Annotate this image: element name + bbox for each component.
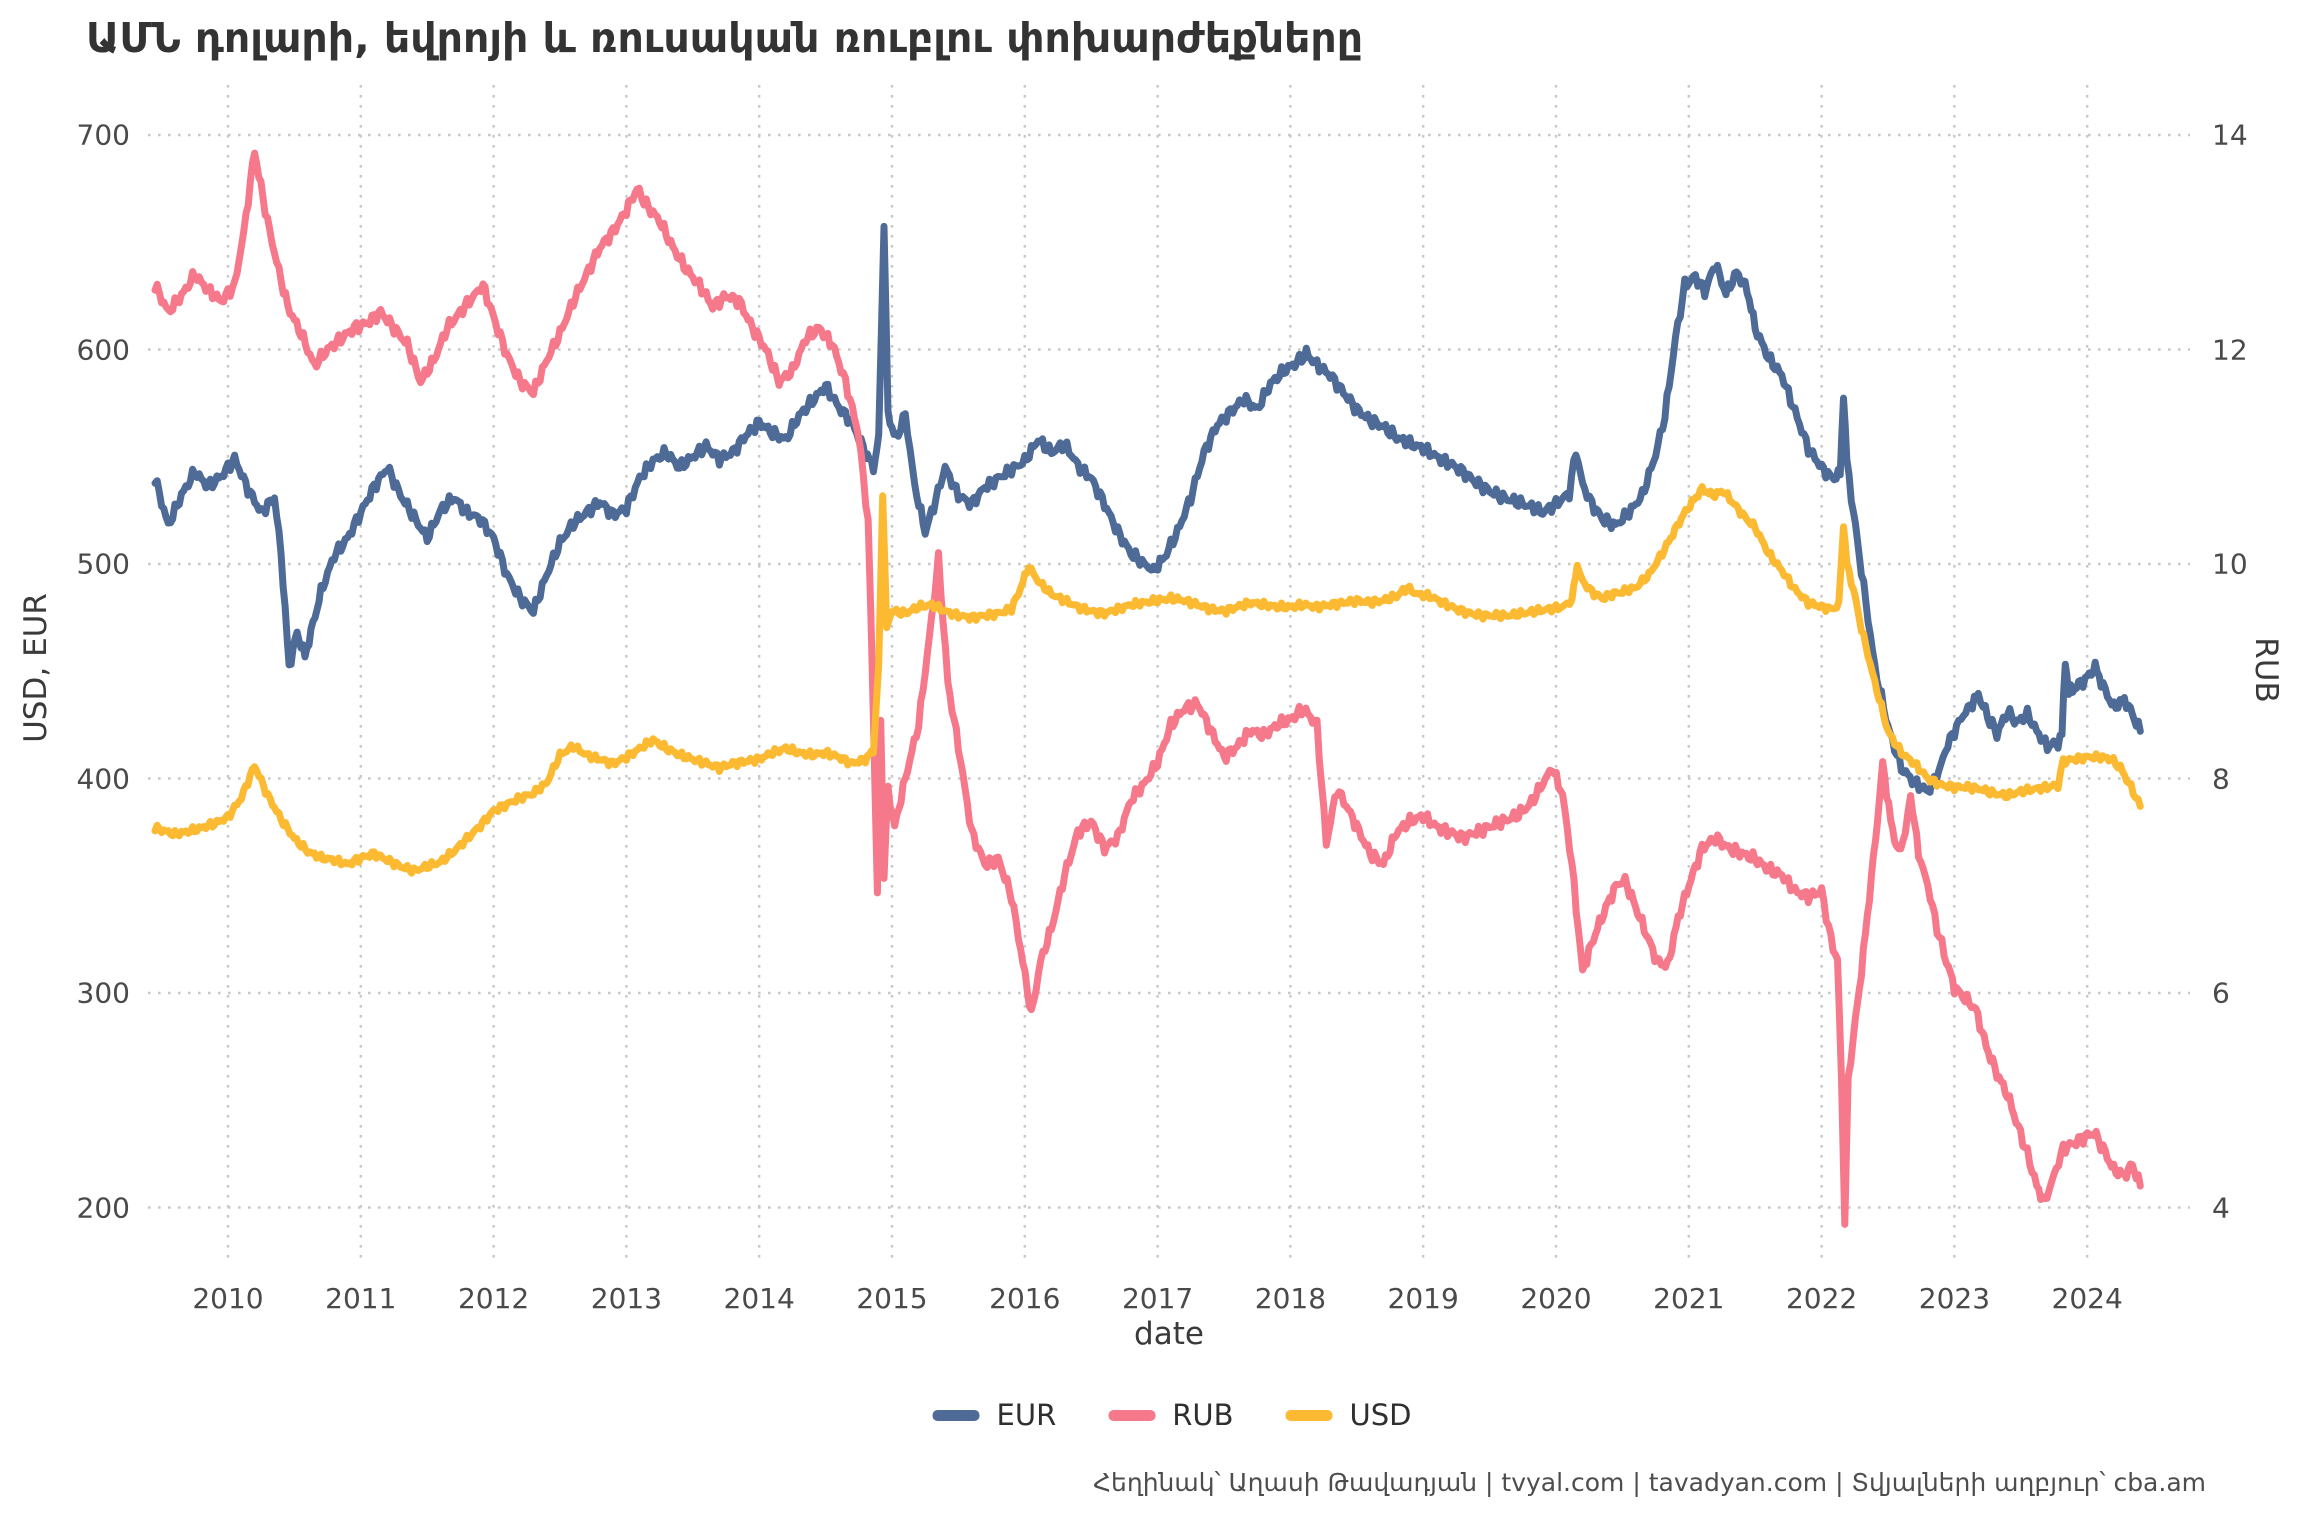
legend-item-eur: EUR <box>932 1398 1057 1432</box>
right-axis-title: RUB <box>2248 637 2284 703</box>
y-axis-tick-left: 200 <box>76 1191 130 1224</box>
footer-caption: Հեղինակ՝ Աղասի Թավադյան | tvyal.com | ta… <box>1093 1468 2206 1497</box>
x-axis-tick: 2023 <box>1918 1282 1991 1315</box>
legend: EUR RUB USD <box>932 1398 1412 1432</box>
y-axis-tick-left: 400 <box>76 762 130 795</box>
x-axis-title: date <box>1134 1316 1204 1352</box>
x-axis-tick: 2013 <box>590 1282 663 1315</box>
legend-item-usd: USD <box>1285 1398 1412 1432</box>
x-axis-tick: 2016 <box>989 1282 1061 1315</box>
x-axis-tick: 2019 <box>1387 1282 1459 1315</box>
x-axis-tick: 2011 <box>325 1282 397 1315</box>
y-axis-tick-left: 600 <box>76 333 130 366</box>
y-axis-tick-right: 6 <box>2212 976 2230 1010</box>
x-axis-tick: 2020 <box>1520 1282 1592 1315</box>
chart-title: ԱՄՆ դոլարի, եվրոյի և ռուսական ռուբլու փո… <box>86 14 1364 62</box>
x-axis-tick: 2014 <box>723 1282 795 1315</box>
x-axis-tick: 2012 <box>457 1282 530 1315</box>
legend-swatch-rub <box>1108 1409 1156 1421</box>
x-axis-tick: 2017 <box>1121 1282 1194 1315</box>
x-axis-tick: 2015 <box>856 1282 928 1315</box>
left-axis-title: USD, EUR <box>18 593 54 743</box>
legend-label: EUR <box>996 1398 1057 1432</box>
x-axis-tick: 2022 <box>1785 1282 1858 1315</box>
legend-swatch-usd <box>1285 1409 1333 1421</box>
x-axis-tick: 2018 <box>1254 1282 1327 1315</box>
legend-swatch-eur <box>932 1409 980 1421</box>
series-line-usd <box>151 483 2144 877</box>
y-axis-tick-right: 12 <box>2212 333 2248 366</box>
y-axis-tick-left: 300 <box>76 976 130 1010</box>
y-axis-tick-left: 500 <box>76 547 130 581</box>
series-line-rub <box>151 149 2144 1228</box>
y-axis-tick-right: 8 <box>2212 762 2230 795</box>
legend-label: RUB <box>1172 1398 1234 1432</box>
y-axis-tick-right: 10 <box>2212 547 2248 581</box>
legend-label: USD <box>1349 1398 1412 1432</box>
y-axis-tick-left: 700 <box>76 118 130 152</box>
x-axis-tick: 2021 <box>1653 1282 1725 1315</box>
y-axis-tick-right: 14 <box>2212 118 2248 152</box>
legend-item-rub: RUB <box>1108 1398 1234 1432</box>
series-line-eur <box>151 222 2144 796</box>
x-axis-tick: 2024 <box>2051 1282 2123 1315</box>
y-axis-tick-right: 4 <box>2212 1191 2230 1224</box>
x-axis-tick: 2010 <box>192 1282 264 1315</box>
